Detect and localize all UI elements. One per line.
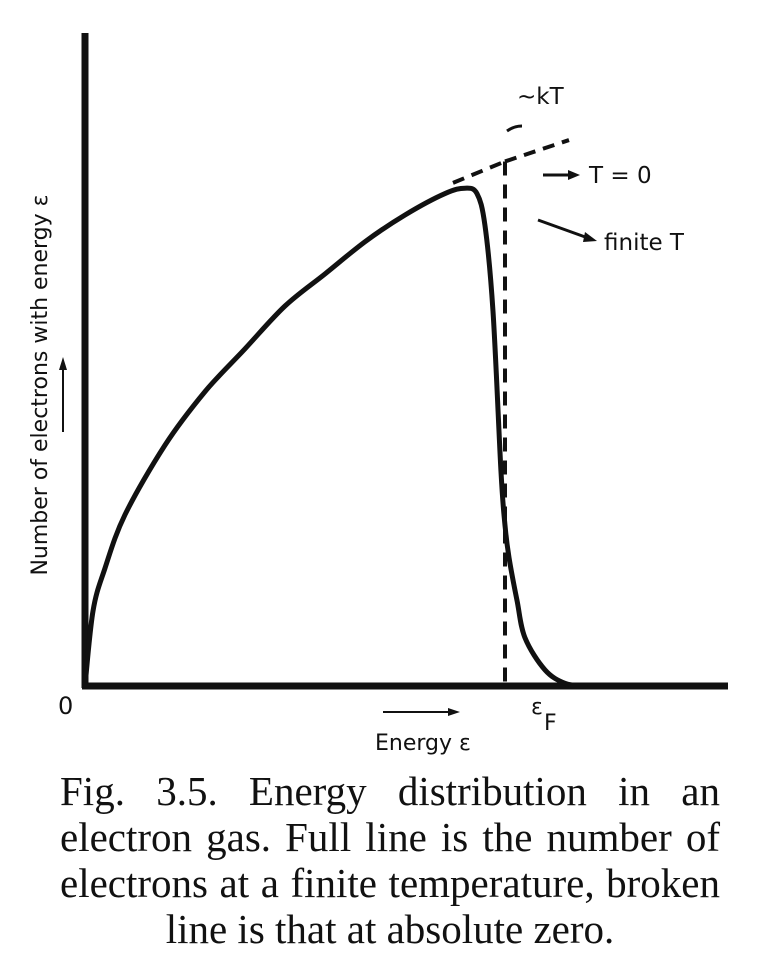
finite-temperature-curve xyxy=(82,185,588,689)
zero-temperature-top-dashed-line xyxy=(452,159,506,185)
kt-label: ~kT xyxy=(517,84,565,110)
y-axis-label: Number of electrons with energy ε xyxy=(28,194,53,575)
caption-line-3: electrons at a finite temperature, broke… xyxy=(60,860,720,906)
finite-t-label: finite T xyxy=(604,230,685,256)
energy-direction-arrow xyxy=(383,708,460,716)
caption-line-4: line is that at absolute zero. xyxy=(165,906,615,952)
t-zero-arrow xyxy=(543,170,580,180)
caption-line-1: Fig. 3.5. Energy distribution in an xyxy=(60,768,720,814)
t-zero-label: T = 0 xyxy=(588,163,652,189)
caption-line-2: electron gas. Full line is the number of xyxy=(60,814,720,860)
x-axis-label: Energy ε xyxy=(375,731,471,756)
energy-distribution-chart: ~kT T = 0 finite T 0 ε F Energy ε Number… xyxy=(28,33,728,756)
finite-t-arrow xyxy=(537,218,597,242)
zero-temperature-extension-dashed-line xyxy=(504,138,570,164)
kt-tick-mark xyxy=(506,124,523,133)
figure-caption: Fig. 3.5. Energy distribution in an elec… xyxy=(60,768,720,952)
fermi-energy-subscript: F xyxy=(544,711,557,736)
figure: ~kT T = 0 finite T 0 ε F Energy ε Number… xyxy=(28,33,728,756)
origin-label: 0 xyxy=(58,692,73,720)
fermi-energy-label: ε xyxy=(531,695,543,720)
number-direction-arrow xyxy=(59,357,67,432)
